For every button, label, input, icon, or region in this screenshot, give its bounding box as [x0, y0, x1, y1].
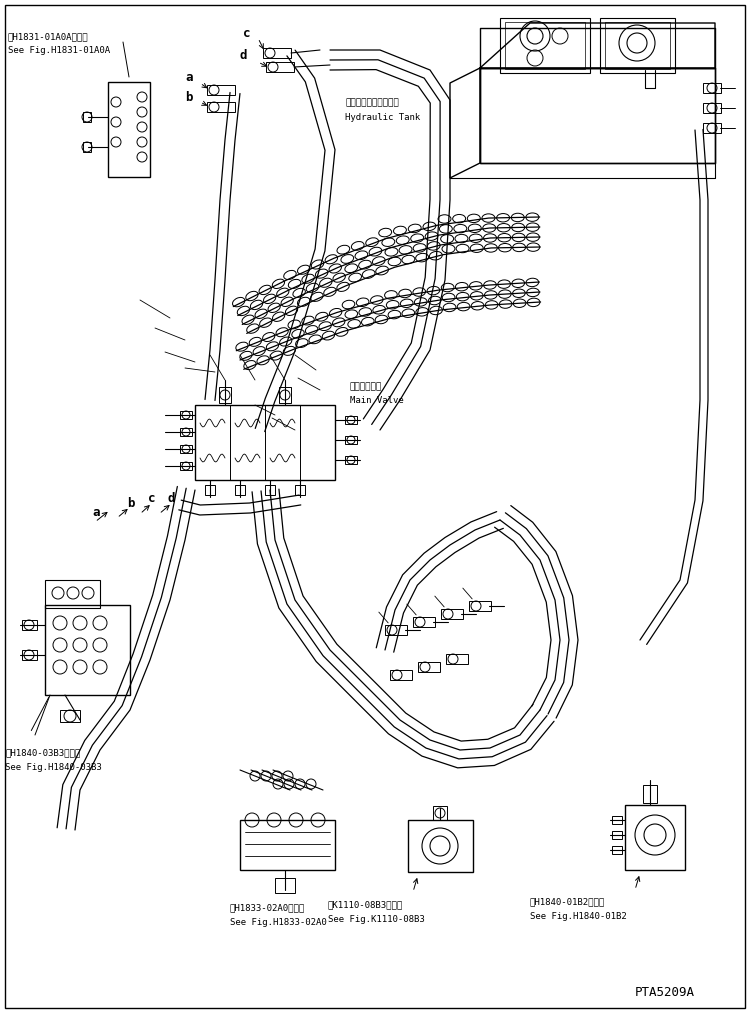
Text: See Fig.H1831-01A0A: See Fig.H1831-01A0A	[8, 46, 110, 55]
Bar	[612, 846, 622, 854]
Bar	[83, 112, 91, 122]
Bar	[703, 83, 721, 93]
Text: See Fig.H1840-01B2: See Fig.H1840-01B2	[530, 912, 627, 921]
Text: c: c	[243, 26, 250, 40]
Text: a: a	[185, 71, 193, 83]
Bar	[279, 387, 291, 403]
Bar	[345, 436, 357, 444]
Text: 第H1831-01A0A図参照: 第H1831-01A0A図参照	[8, 32, 88, 42]
Bar	[441, 609, 463, 619]
Text: ハイドロリックタンク: ハイドロリックタンク	[345, 98, 399, 107]
Bar	[205, 485, 215, 495]
Text: Hydraulic Tank: Hydraulic Tank	[345, 112, 420, 122]
Bar	[108, 82, 150, 177]
Bar	[418, 663, 440, 672]
Bar	[703, 103, 721, 113]
Bar	[625, 805, 685, 870]
Text: a: a	[92, 505, 100, 519]
Bar	[60, 710, 80, 722]
Bar	[500, 18, 590, 73]
Text: メインバルブ: メインバルブ	[350, 383, 382, 391]
Bar	[703, 123, 721, 133]
Bar	[643, 785, 657, 803]
Bar	[612, 831, 622, 839]
Text: See Fig.H1840-03B3: See Fig.H1840-03B3	[5, 763, 102, 772]
Bar	[235, 485, 245, 495]
Text: 第H1840-03B3図参照: 第H1840-03B3図参照	[5, 749, 80, 758]
Bar	[345, 456, 357, 464]
Bar	[207, 102, 235, 112]
Bar	[180, 462, 192, 470]
Bar	[390, 670, 412, 680]
Text: 第H1840-01B2図参照: 第H1840-01B2図参照	[530, 898, 605, 907]
Bar	[295, 485, 305, 495]
Text: See Fig.K1110-08B3: See Fig.K1110-08B3	[328, 915, 424, 924]
Bar	[433, 806, 447, 820]
Text: 第H1833-02A0図参照: 第H1833-02A0図参照	[230, 904, 305, 913]
Bar	[180, 411, 192, 419]
Bar	[266, 62, 294, 72]
Bar	[180, 445, 192, 453]
Bar	[408, 820, 473, 872]
Bar	[240, 820, 335, 870]
Bar	[480, 68, 715, 163]
Text: 第K1110-08B3図参照: 第K1110-08B3図参照	[328, 901, 404, 910]
Text: Main Valve: Main Valve	[350, 395, 404, 404]
Bar	[263, 48, 291, 58]
Bar	[219, 387, 231, 403]
Text: b: b	[185, 90, 193, 103]
Bar	[446, 654, 468, 664]
Bar	[83, 142, 91, 152]
Bar	[469, 601, 491, 611]
Bar	[265, 485, 275, 495]
Bar	[505, 22, 585, 69]
Bar	[45, 580, 100, 608]
Text: b: b	[127, 496, 134, 510]
Text: PTA5209A: PTA5209A	[635, 986, 695, 999]
Text: d: d	[168, 491, 176, 504]
Bar	[345, 416, 357, 424]
Text: See Fig.H1833-02A0: See Fig.H1833-02A0	[230, 918, 327, 927]
Bar	[22, 650, 37, 660]
Bar	[605, 22, 670, 69]
Bar	[207, 85, 235, 95]
Bar	[180, 428, 192, 436]
Text: c: c	[148, 491, 155, 504]
Bar	[195, 405, 335, 480]
Bar	[600, 18, 675, 73]
Bar	[612, 816, 622, 824]
Bar	[22, 620, 37, 630]
Bar	[413, 617, 435, 627]
Text: d: d	[240, 49, 248, 62]
Bar	[45, 605, 130, 695]
Bar	[385, 625, 407, 635]
Bar	[275, 878, 295, 893]
